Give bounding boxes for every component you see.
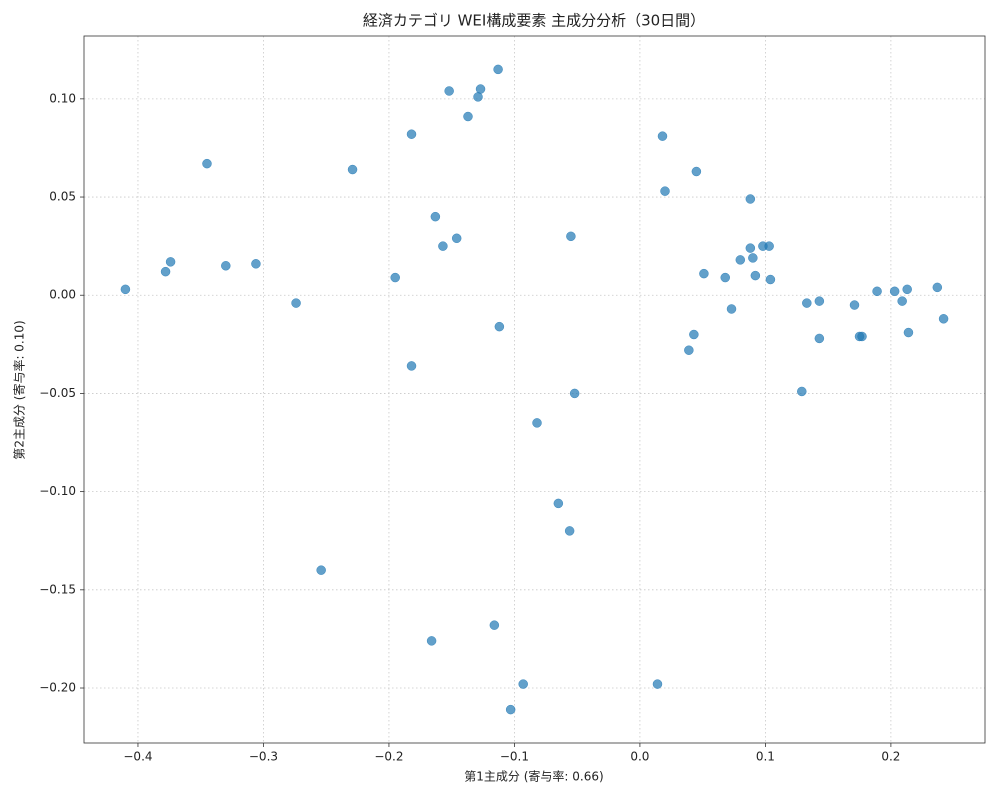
point bbox=[735, 255, 746, 265]
point bbox=[726, 304, 737, 314]
x-tick-label: 0.0 bbox=[630, 750, 649, 764]
point bbox=[889, 286, 900, 297]
grid bbox=[84, 36, 985, 743]
point bbox=[553, 498, 564, 509]
point bbox=[564, 526, 575, 536]
point bbox=[291, 298, 301, 308]
chart-title: 経済カテゴリ WEI構成要素 主成分分析（30日間） bbox=[363, 12, 705, 30]
point bbox=[221, 261, 231, 271]
point bbox=[748, 253, 758, 263]
y-tick-label: 0.10 bbox=[49, 91, 76, 105]
point bbox=[518, 679, 528, 689]
point bbox=[765, 274, 776, 285]
point bbox=[251, 259, 261, 269]
x-tick-label: −0.4 bbox=[123, 750, 152, 764]
point bbox=[390, 272, 400, 283]
point bbox=[463, 111, 473, 122]
x-tick-label: −0.3 bbox=[249, 750, 278, 764]
point bbox=[932, 282, 943, 293]
y-axis-label: 第2主成分 (寄与率: 0.10) bbox=[12, 320, 27, 459]
point bbox=[857, 331, 867, 342]
x-tick-label: 0.2 bbox=[881, 750, 900, 764]
point bbox=[202, 158, 212, 169]
y-tick-label: 0.05 bbox=[49, 190, 76, 204]
point bbox=[406, 361, 417, 371]
point bbox=[802, 298, 812, 308]
point bbox=[938, 314, 949, 324]
point bbox=[897, 296, 907, 306]
y-tick-label: −0.05 bbox=[39, 386, 76, 400]
point bbox=[720, 272, 730, 283]
point bbox=[814, 296, 825, 306]
x-tick-label: −0.1 bbox=[500, 750, 529, 764]
points bbox=[120, 64, 949, 715]
point bbox=[903, 327, 914, 338]
y-tick-label: −0.10 bbox=[39, 484, 76, 498]
y-tick-label: 0.00 bbox=[49, 288, 76, 302]
point bbox=[120, 284, 131, 295]
point bbox=[475, 84, 486, 94]
y-tick-label: −0.20 bbox=[39, 681, 76, 695]
point bbox=[814, 333, 825, 344]
y-tick-label: −0.15 bbox=[39, 582, 76, 596]
point bbox=[489, 620, 500, 630]
point bbox=[689, 329, 699, 340]
point bbox=[691, 166, 702, 177]
point bbox=[902, 284, 912, 295]
x-tick-label: 0.1 bbox=[756, 750, 775, 764]
point bbox=[444, 86, 454, 96]
point bbox=[566, 231, 576, 242]
point bbox=[797, 386, 807, 397]
point bbox=[569, 388, 580, 399]
point bbox=[532, 418, 542, 428]
point bbox=[872, 286, 882, 297]
point bbox=[451, 233, 462, 244]
point bbox=[660, 186, 670, 196]
point bbox=[160, 266, 171, 277]
point bbox=[430, 211, 441, 222]
point bbox=[494, 321, 505, 332]
point bbox=[699, 268, 709, 279]
point bbox=[406, 129, 417, 139]
point bbox=[426, 636, 437, 646]
point bbox=[165, 257, 176, 267]
point bbox=[657, 131, 668, 141]
point bbox=[316, 565, 326, 575]
point bbox=[849, 300, 860, 310]
point bbox=[493, 64, 503, 75]
point bbox=[745, 194, 756, 204]
point bbox=[438, 241, 448, 251]
point bbox=[505, 704, 516, 715]
point bbox=[764, 241, 774, 251]
x-axis-label: 第1主成分 (寄与率: 0.66) bbox=[464, 769, 603, 784]
point bbox=[347, 164, 358, 175]
point bbox=[745, 243, 756, 253]
point bbox=[652, 679, 663, 689]
plot-frame bbox=[83, 35, 986, 744]
x-tick-label: −0.2 bbox=[374, 750, 403, 764]
point bbox=[750, 270, 761, 281]
point bbox=[684, 345, 694, 355]
